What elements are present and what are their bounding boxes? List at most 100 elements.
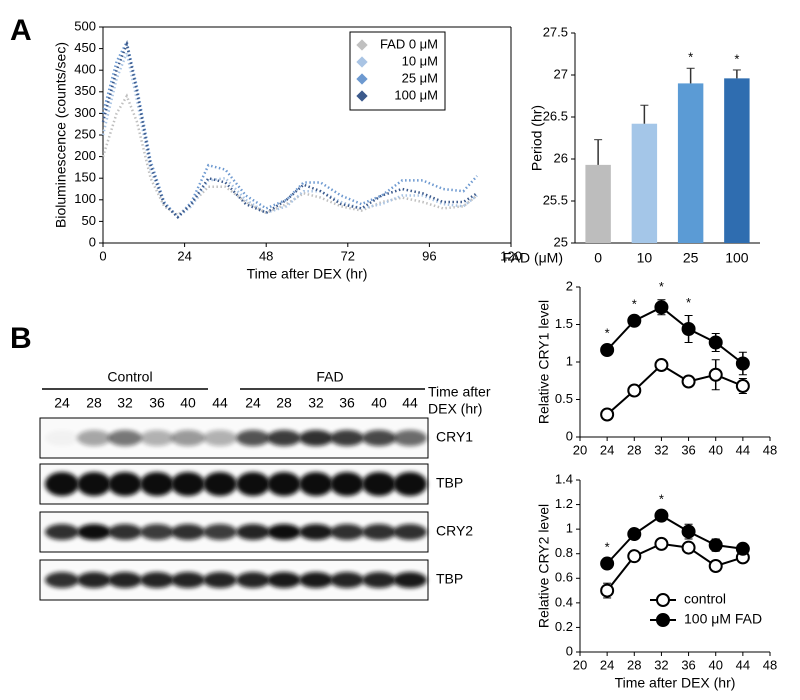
marker — [627, 383, 642, 398]
blot-band — [393, 572, 427, 588]
y-tick-label: 1.2 — [555, 496, 573, 511]
row-label: CRY2 — [436, 523, 473, 539]
blot-band — [267, 524, 301, 540]
legend-marker — [656, 593, 670, 607]
blot-band — [108, 572, 142, 588]
blot-band — [140, 472, 174, 496]
group-label: FAD — [316, 369, 343, 385]
lane-label: 36 — [339, 395, 355, 411]
blot-band — [299, 430, 333, 446]
marker — [681, 524, 696, 539]
row-label: TBP — [436, 475, 463, 491]
y-axis-label: Relative CRY2 level — [536, 504, 552, 628]
marker — [681, 322, 696, 336]
y-tick-label: 26.5 — [543, 108, 568, 123]
lane-label: 32 — [117, 395, 133, 411]
blot-band — [267, 572, 301, 588]
y-tick-label: 350 — [74, 83, 96, 98]
y-tick-label: 2 — [566, 278, 573, 293]
y-tick-label: 0.4 — [555, 594, 573, 609]
x-tick-label: 24 — [177, 248, 191, 263]
lane-label: 44 — [402, 395, 418, 411]
legend-label: FAD 0 μM — [380, 36, 438, 51]
blot-band — [171, 524, 205, 540]
significance: * — [688, 50, 693, 65]
x-tick-label: 20 — [573, 657, 587, 672]
bar — [724, 78, 750, 243]
y-tick-label: 0.8 — [555, 545, 573, 560]
x-tick-label: 24 — [600, 657, 614, 672]
lane-label: 40 — [371, 395, 387, 411]
x-axis-label: Time after DEX (hr) — [247, 266, 368, 282]
marker — [708, 559, 723, 573]
marker — [654, 536, 669, 551]
lane-label: 40 — [180, 395, 196, 411]
blot-band — [108, 524, 142, 540]
significance: * — [632, 296, 637, 311]
legend-label: 25 μM — [402, 70, 438, 85]
marker — [654, 358, 669, 372]
lane-label: 36 — [149, 395, 165, 411]
group-label: Control — [107, 369, 152, 385]
significance: * — [659, 491, 664, 506]
x-tick-label: 44 — [736, 657, 750, 672]
y-tick-label: 0 — [566, 428, 573, 443]
legend-label: 100 μM — [394, 87, 438, 102]
y-tick-label: 0 — [89, 234, 96, 249]
blot-band — [393, 472, 427, 496]
lane-label: 28 — [276, 395, 292, 411]
row-label: TBP — [436, 571, 463, 587]
x-axis-label: FAD (μM) — [503, 250, 563, 266]
x-tick-label: 25 — [683, 250, 699, 266]
blot-band — [77, 524, 111, 540]
y-axis-label: Relative CRY1 level — [536, 300, 552, 424]
y-tick-label: 1.5 — [555, 316, 573, 331]
blot-band — [330, 572, 364, 588]
y-tick-label: 27 — [554, 66, 568, 81]
panel-label: A — [10, 14, 32, 47]
x-tick-label: 48 — [763, 442, 777, 457]
y-tick-label: 50 — [82, 213, 96, 228]
bar — [585, 164, 611, 243]
y-tick-label: 25.5 — [543, 192, 568, 207]
marker — [627, 527, 642, 542]
blot-band — [362, 524, 396, 540]
x-tick-label: 36 — [681, 442, 695, 457]
row-label: CRY1 — [436, 429, 473, 445]
blot-band — [171, 472, 205, 496]
marker — [627, 549, 642, 564]
blot-band — [45, 430, 79, 446]
x-tick-label: 72 — [341, 248, 355, 263]
y-tick-label: 1 — [566, 521, 573, 536]
lane-label: 44 — [212, 395, 228, 411]
x-tick-label: 20 — [573, 442, 587, 457]
blot-band — [203, 472, 237, 496]
y-tick-label: 25 — [554, 234, 568, 249]
time-label: DEX (hr) — [428, 401, 482, 417]
marker — [627, 313, 642, 328]
y-tick-label: 0.6 — [555, 570, 573, 585]
y-tick-label: 0 — [566, 643, 573, 658]
marker — [681, 540, 696, 555]
y-tick-label: 300 — [74, 105, 96, 120]
marker — [654, 508, 669, 523]
marker — [600, 343, 615, 357]
legend-label: 100 μM FAD — [684, 611, 762, 627]
blot-band — [330, 430, 364, 446]
blot-band — [236, 524, 270, 540]
significance: * — [605, 326, 610, 341]
bar — [631, 123, 658, 243]
x-tick-label: 36 — [681, 657, 695, 672]
x-tick-label: 48 — [259, 248, 273, 263]
y-tick-label: 200 — [74, 148, 96, 163]
blot-band — [108, 472, 142, 496]
significance: * — [734, 51, 739, 66]
x-axis-label: Time after DEX (hr) — [615, 675, 736, 691]
blot-band — [236, 430, 270, 446]
x-tick-label: 10 — [637, 250, 653, 266]
marker — [681, 374, 696, 389]
y-tick-label: 500 — [74, 18, 96, 33]
blot-band — [362, 472, 396, 496]
marker — [600, 556, 615, 571]
